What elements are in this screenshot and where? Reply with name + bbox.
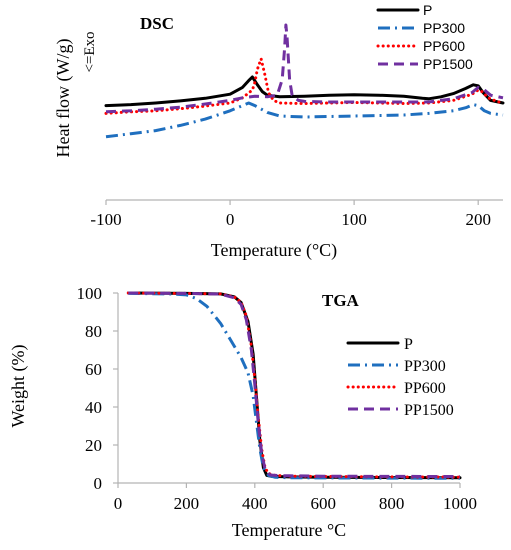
tga-x-tick-label: 600	[310, 494, 336, 513]
dsc-series-group	[104, 23, 505, 139]
tga-y-tick-label: 40	[85, 398, 102, 417]
dsc-legend-label-pp300: PP300	[423, 20, 465, 36]
dsc-exo-annotation: <=Exo	[82, 31, 98, 72]
dsc-title: DSC	[140, 14, 174, 33]
tga-y-tick-label: 20	[85, 436, 102, 455]
tga-legend-label-pp300: PP300	[404, 358, 446, 375]
tga-legend-label-pp1500: PP1500	[404, 402, 454, 419]
tga-y-tick-label: 100	[77, 284, 103, 303]
tga-title: TGA	[322, 291, 360, 310]
dsc-legend-label-pp600: PP600	[423, 38, 465, 54]
tga-y-ticks: 0 20 40 60 80 100	[77, 284, 118, 493]
dsc-x-ticks: -100 0 100 200	[90, 200, 491, 229]
tga-legend-label-p: P	[404, 336, 413, 353]
tga-y-tick-label: 0	[94, 474, 103, 493]
tga-y-tick-label: 80	[85, 322, 102, 341]
dsc-y-axis-label: Heat flow (W/g)	[53, 39, 74, 158]
tga-y-axis-label: Weight (%)	[8, 344, 29, 427]
dsc-chart: DSC Heat flow (W/g) <=Exo -100 0 100 200 Te…	[53, 2, 505, 261]
tga-series-pp1500	[128, 291, 461, 478]
dsc-series-pp1500	[105, 23, 504, 114]
tga-legend: P PP300 PP600 PP1500	[346, 336, 454, 419]
tga-x-tick-label: 1000	[443, 494, 477, 513]
dsc-legend-label-p: P	[423, 2, 432, 18]
tga-x-tick-label: 400	[242, 494, 268, 513]
dsc-x-axis-label: Temperature (°C)	[211, 240, 337, 261]
dsc-x-tick-label: -100	[90, 210, 121, 229]
tga-x-tick-label: 800	[379, 494, 405, 513]
tga-x-tick-label: 200	[174, 494, 200, 513]
dsc-series-pp600	[104, 57, 505, 115]
tga-series-group	[126, 291, 462, 480]
tga-x-ticks: 0 200 400 600 800 1000	[114, 483, 477, 513]
dsc-x-tick-label: 100	[341, 210, 367, 229]
dsc-x-tick-label: 0	[226, 210, 235, 229]
dsc-series-p	[104, 75, 505, 108]
tga-x-axis-label: Temperature °C	[232, 520, 346, 540]
dsc-legend: P PP300 PP600 PP1500	[376, 2, 473, 72]
dsc-x-tick-label: 200	[465, 210, 491, 229]
dsc-series-pp300	[105, 101, 504, 139]
tga-legend-label-pp600: PP600	[404, 380, 446, 397]
tga-chart: TGA Weight (%) 0 20 40 60 80 100 0 200 400 600 80…	[8, 284, 477, 540]
dsc-legend-label-pp1500: PP1500	[423, 56, 473, 72]
tga-x-tick-label: 0	[114, 494, 123, 513]
tga-y-tick-label: 60	[85, 360, 102, 379]
